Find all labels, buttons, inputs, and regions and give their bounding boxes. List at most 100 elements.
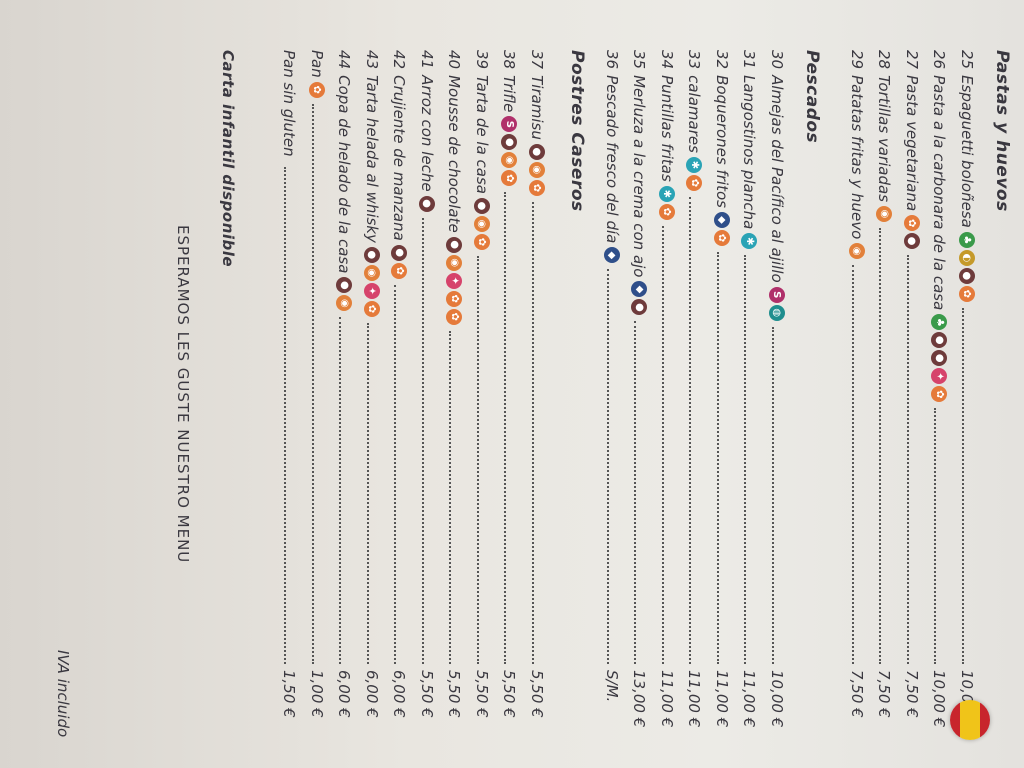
menu-item-row: 43 Tarta helada al whisky ● ◉ ✦ ✿ 6,00 € — [359, 50, 385, 740]
menu-item-price: 6,00 € — [363, 670, 381, 718]
menu-item-name: Mousse de chocolate — [445, 75, 464, 233]
menu-item-price: 7,50 € — [848, 670, 866, 718]
fish-allergen-icon: ◆ — [631, 281, 648, 298]
menu-item-row: 42 Crujiente de manzana ● ✿ 6,00 € — [387, 50, 413, 740]
menu-item-name: Boquerones fritos — [713, 75, 731, 208]
dot-leader — [284, 166, 287, 664]
lactose-allergen-icon: ● — [364, 246, 380, 263]
menu-item-price: 5,50 € — [473, 670, 491, 718]
egg-allergen-icon: ◉ — [336, 295, 353, 312]
dot-leader — [907, 255, 909, 664]
menu-item-number: 32 — [713, 50, 731, 70]
menu-item-name: Pasta a la carbonara de la casa — [930, 75, 949, 311]
menu-item-name: Espaguetti boloñesa — [958, 75, 976, 228]
menu-item-row: 28 Tortillas variadas ◉ 7,50 € — [872, 50, 898, 740]
allergen-icons: ✿ ● — [904, 215, 920, 250]
gluten-allergen-icon: ✿ — [474, 233, 490, 250]
lactose-allergen-icon: ● — [529, 143, 545, 160]
menu-item-price: 1,50 € — [280, 670, 299, 718]
menu-item-number: 38 — [500, 50, 519, 70]
dot-leader — [772, 326, 774, 664]
menu-item-row: Pan ✿ 1,00 € — [304, 50, 330, 740]
lactose-allergen-icon: ● — [419, 195, 435, 212]
menu-item-price: 11,00 € — [740, 670, 759, 728]
menu-item-row: 44 Copa de helado de la casa ● ◉ 6,00 € — [332, 50, 358, 740]
menu-item-price: 11,00 € — [658, 670, 676, 728]
menu-item-name: Trifle — [500, 75, 519, 113]
menu-item-price: 7,50 € — [903, 670, 921, 718]
sulphite-allergen-icon: S — [501, 116, 518, 133]
lactose-allergen-icon: ● — [446, 236, 463, 253]
menu-item-name: Copa de helado de la casa — [335, 75, 354, 274]
egg-allergen-icon: ◉ — [849, 243, 865, 260]
menu-item-number: 40 — [445, 50, 464, 70]
menu-item-number: 31 — [740, 50, 759, 70]
menu-item-price: S/M. — [603, 670, 621, 703]
gluten-allergen-icon: ✿ — [391, 262, 408, 279]
dot-leader — [504, 192, 507, 664]
menu-item-row: 32 Boquerones fritos ◆ ✿ 11,00 € — [709, 50, 735, 740]
menu-item-price: 5,50 € — [528, 670, 546, 718]
menu-item-row: 38 Trifle S ● ◉ ✿ 5,50 € — [497, 50, 523, 740]
menu-item-number: 36 — [603, 50, 621, 70]
section-title-pastas: Pastas y huevos — [992, 50, 1012, 212]
allergen-icons: ◉ — [876, 206, 893, 223]
lactose-allergen-icon: ● — [631, 299, 648, 316]
gluten-allergen-icon: ✿ — [959, 285, 975, 302]
menu-item-price: 5,50 € — [418, 670, 436, 718]
lactose-allergen-icon: ● — [391, 244, 408, 261]
menu-item-price: 11,00 € — [713, 670, 731, 728]
crustacean-allergen-icon: ✱ — [686, 156, 703, 173]
fish-allergen-icon: ◆ — [714, 211, 730, 228]
allergen-icons: ● ✿ — [391, 244, 408, 279]
menu-item-row: Pan sin gluten 1,50 € — [277, 50, 303, 740]
menu-item-row: 30 Almejas del Pacífico al ajillo S ◍ 10,00 … — [764, 50, 790, 740]
dot-leader — [607, 269, 609, 664]
menu-item-price: 5,50 € — [500, 670, 519, 718]
dot-leader — [394, 284, 397, 664]
menu-item-row: 37 Tiramisu ● ◉ ✿ 5,50 € — [524, 50, 550, 740]
menu-item-number: 34 — [658, 50, 676, 70]
allergen-icons: ● ◉ ✦ ✿ — [364, 246, 380, 317]
lactose-allergen-icon: ● — [501, 134, 518, 151]
lactose-allergen-icon: ● — [336, 277, 353, 294]
dot-leader — [879, 228, 882, 664]
menu-item-number: 35 — [630, 50, 649, 70]
menu-item-name: Puntillas fritas — [658, 75, 676, 182]
menu-item-number: 30 — [768, 50, 786, 70]
menu-item-name: Tiramisu — [528, 75, 546, 140]
nuts-allergen-icon: ✦ — [446, 272, 463, 289]
menu-item-number: 39 — [473, 50, 491, 70]
egg-allergen-icon: ◉ — [529, 161, 545, 178]
kids-menu-note: Carta infantil disponible — [219, 50, 237, 268]
gluten-allergen-icon: ✿ — [686, 174, 703, 191]
menu-item-row: 40 Mousse de chocolate ● ◉ ✦ ✿ ✿ 5,50 € — [442, 50, 468, 740]
section-title-pescados: Pescados — [802, 50, 822, 144]
vat-note: IVA incluido — [54, 650, 72, 738]
menu-item-number: 44 — [335, 50, 354, 70]
allergen-icons: S ● ◉ ✿ — [501, 116, 518, 187]
mollusc-allergen-icon: ◍ — [769, 304, 785, 321]
menu-item-number: 33 — [685, 50, 704, 70]
allergen-icons: ◆ ● — [631, 281, 648, 316]
mustard-allergen-icon: ◐ — [959, 249, 975, 266]
menu-item-number: 27 — [903, 50, 921, 70]
egg-allergen-icon: ◉ — [446, 254, 463, 271]
menu-item-row: 26 Pasta a la carbonara de la casa ♣ ● ● ✦ ✿ 10… — [927, 50, 953, 740]
menu-item-price: 10,00 € — [768, 670, 786, 728]
allergen-icons: ✱ — [741, 233, 758, 250]
dot-leader — [312, 103, 314, 664]
menu-item-price: 5,50 € — [445, 670, 464, 718]
menu-item-number: 25 — [958, 50, 976, 70]
allergen-icons: ✱ ✿ — [686, 156, 703, 191]
gluten-allergen-icon: ✿ — [446, 290, 463, 307]
menu-item-number: 43 — [363, 50, 381, 70]
menu-item-price: 10,00 € — [930, 670, 949, 728]
menu-item-row: 39 Tarta de la casa ● ◉ ✿ 5,50 € — [469, 50, 495, 740]
dot-leader — [634, 321, 637, 664]
menu-item-name: Tarta helada al whisky — [363, 75, 381, 243]
menu-item-name: Pasta vegetariana — [903, 75, 921, 212]
nuts-allergen-icon: ✦ — [931, 368, 948, 385]
lactose-allergen-icon: ● — [959, 267, 975, 284]
allergen-icons: ● ◉ ✦ ✿ ✿ — [446, 236, 463, 325]
